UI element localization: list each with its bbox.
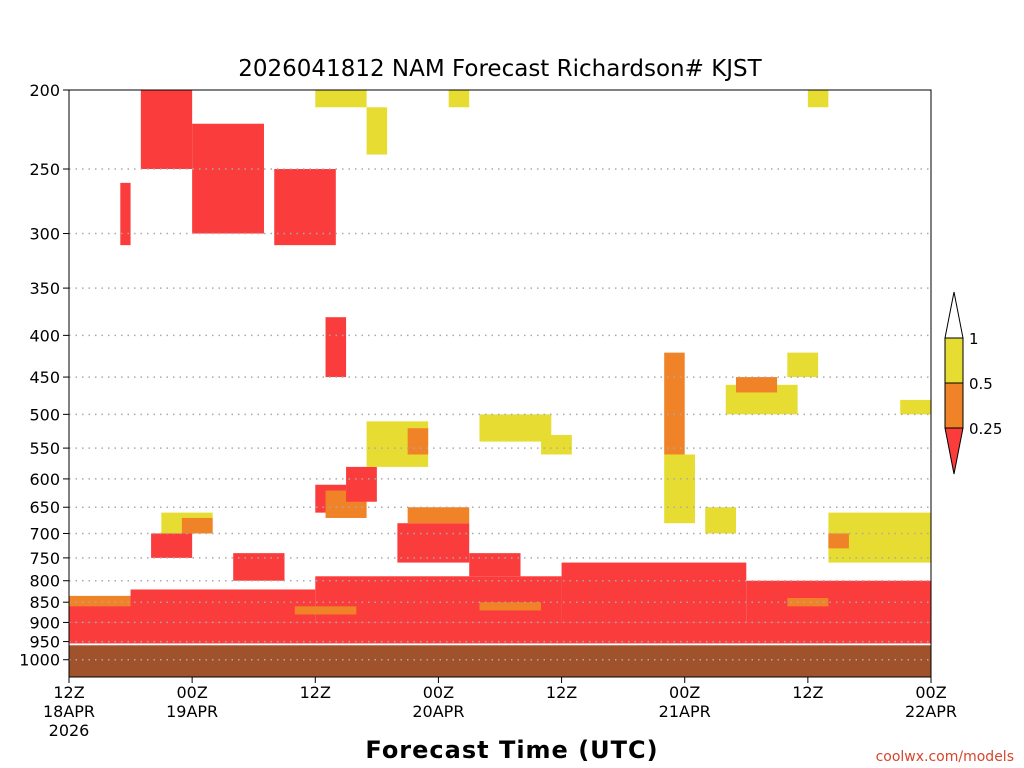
- ri-region-red: [120, 182, 131, 246]
- legend-swatch-0-5-to-1: [944, 337, 964, 384]
- ri-region-red: [274, 168, 336, 246]
- color-legend: 1 0.5 0.25: [944, 291, 1002, 475]
- ri-region-orange: [828, 533, 849, 549]
- x-tick-label: 12Z: [53, 683, 84, 702]
- y-tick-label: 500: [29, 405, 60, 424]
- x-tick-label: 19APR: [166, 702, 218, 721]
- ri-region-yellow: [900, 399, 931, 415]
- ri-region-orange: [479, 602, 542, 611]
- ri-region-yellow: [705, 507, 737, 534]
- ri-region-red: [397, 523, 470, 563]
- ri-region-orange: [294, 606, 357, 615]
- y-tick-label: 600: [29, 470, 60, 489]
- ground-fill: [69, 645, 931, 677]
- x-tick-label: 20APR: [412, 702, 464, 721]
- ri-region-yellow: [479, 414, 552, 442]
- legend-swatch-below-0-25: [944, 427, 964, 475]
- y-tick-label: 400: [29, 326, 60, 345]
- x-tick-label: 18APR: [43, 702, 95, 721]
- x-tick-label: 12Z: [300, 683, 331, 702]
- y-tick-label: 300: [29, 225, 60, 244]
- y-tick-label: 450: [29, 368, 60, 387]
- y-tick-label: 1000: [19, 651, 60, 670]
- legend-level-label: 0.25: [969, 420, 1002, 438]
- plot-area: [69, 90, 931, 677]
- ri-region-orange: [407, 507, 470, 524]
- x-tick-label: 2026: [49, 721, 90, 740]
- y-tick-label: 200: [29, 81, 60, 100]
- y-tick-label: 950: [29, 633, 60, 652]
- credit-text: coolwx.com/models: [876, 749, 1014, 765]
- ri-region-red: [130, 589, 316, 623]
- ri-region-red: [69, 622, 931, 644]
- ri-region-yellow: [787, 352, 819, 378]
- ri-region-red: [192, 123, 264, 234]
- ri-region-yellow: [315, 90, 367, 108]
- ri-region-yellow: [541, 434, 572, 455]
- y-tick-label: 900: [29, 613, 60, 632]
- ri-region-orange: [664, 352, 685, 455]
- x-axis-label: Forecast Time (UTC): [365, 736, 658, 764]
- y-tick-label: 850: [29, 593, 60, 612]
- pressure-gridlines: [69, 168, 931, 661]
- x-tick-label: 00Z: [423, 683, 454, 702]
- x-tick-label: 00Z: [915, 683, 946, 702]
- ri-region-red: [140, 90, 193, 169]
- ri-region-yellow: [807, 90, 829, 108]
- x-tick-label: 12Z: [792, 683, 823, 702]
- y-axis: 200 250 300 350 400 450 500 550 600 650 700 750 800 8…: [19, 81, 69, 670]
- plot-frame: [68, 89, 932, 678]
- x-tick-label: 00Z: [669, 683, 700, 702]
- y-tick-label: 700: [29, 524, 60, 543]
- ri-region-orange: [181, 517, 213, 534]
- y-tick-label: 650: [29, 498, 60, 517]
- ri-region-yellow: [366, 107, 388, 155]
- legend-swatch-above-1: [944, 291, 964, 339]
- y-tick-label: 550: [29, 439, 60, 458]
- x-tick-label: 12Z: [546, 683, 577, 702]
- ri-region-red: [561, 562, 747, 623]
- y-tick-label: 250: [29, 160, 60, 179]
- ri-region-red: [151, 533, 193, 558]
- x-tick-label: 22APR: [905, 702, 957, 721]
- ri-region-red: [315, 576, 562, 623]
- x-tick-label: 21APR: [659, 702, 711, 721]
- ri-region-orange: [407, 428, 429, 455]
- ri-region-red: [746, 580, 931, 623]
- ri-region-orange: [736, 377, 778, 393]
- ri-region-red: [325, 317, 347, 378]
- chart-title: 2026041812 NAM Forecast Richardson# KJST: [238, 56, 762, 82]
- y-tick-label: 800: [29, 572, 60, 591]
- legend-swatch-0-25-to-0-5: [944, 382, 964, 429]
- ri-region-red: [346, 466, 377, 502]
- legend-level-label: 1: [969, 330, 979, 348]
- legend-level-label: 0.5: [969, 375, 993, 393]
- x-tick-label: 00Z: [176, 683, 207, 702]
- ri-region-yellow: [664, 454, 695, 524]
- ri-region-yellow: [448, 90, 470, 108]
- ri-region-red: [469, 553, 521, 577]
- y-tick-label: 750: [29, 549, 60, 568]
- y-tick-label: 350: [29, 279, 60, 298]
- ri-region-orange: [787, 598, 829, 607]
- ri-region-orange: [69, 595, 172, 607]
